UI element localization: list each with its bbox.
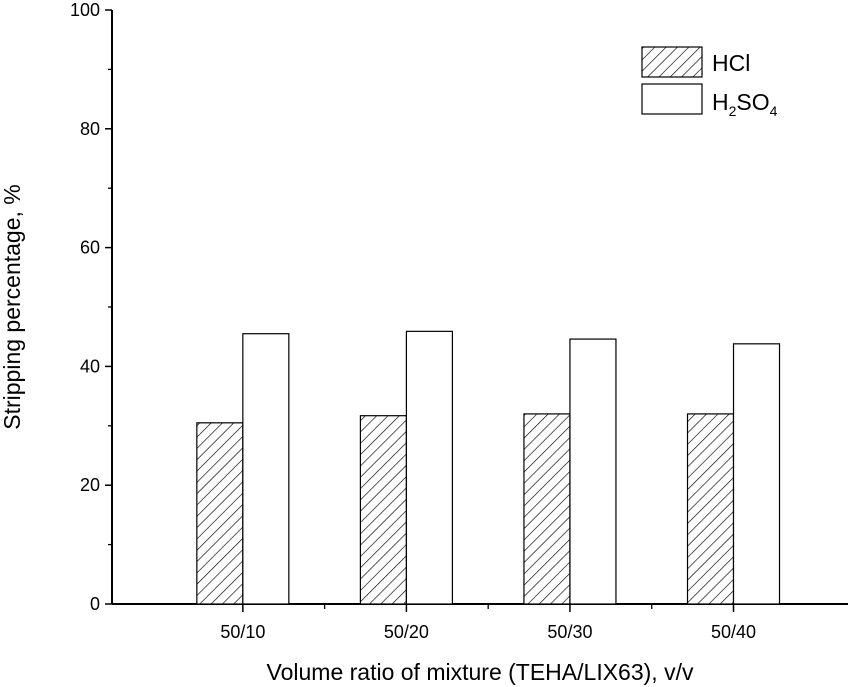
- x-tick-label-1: 50/20: [384, 622, 429, 642]
- y-tick-label-60: 60: [80, 238, 100, 258]
- y-tick-label-0: 0: [90, 594, 100, 614]
- bar-hcl-2: [523, 413, 571, 605]
- legend-label-h2so4: H2SO4: [712, 89, 778, 119]
- legend-swatch-hcl: [641, 46, 703, 78]
- x-axis-title: Volume ratio of mixture (TEHA/LIX63), v/…: [267, 659, 694, 685]
- x-tick-label-0: 50/10: [220, 622, 265, 642]
- bar-h2so4-3: [732, 343, 781, 605]
- bar-group: [196, 330, 781, 605]
- bar-h2so4-0: [242, 333, 290, 605]
- legend-swatch-h2so4: [641, 83, 703, 115]
- bar-hcl-0: [196, 422, 244, 605]
- bar-h2so4-1: [405, 330, 453, 605]
- legend-h2so4-so: SO: [736, 89, 769, 115]
- x-tick-label-3: 50/40: [711, 622, 756, 642]
- legend-h2so4-sub1: 2: [729, 103, 737, 119]
- y-tick-label-80: 80: [80, 119, 100, 139]
- legend-h2so4-sub2: 4: [770, 103, 778, 119]
- bar-hcl-3: [686, 413, 735, 605]
- y-axis-title: Stripping percentage, %: [0, 184, 25, 430]
- y-tick-label-20: 20: [80, 475, 100, 495]
- y-tick-label-100: 100: [70, 0, 100, 20]
- legend-label-hcl: HCl: [712, 50, 750, 76]
- legend-h2so4-h: H: [712, 89, 729, 115]
- y-tick-label-40: 40: [80, 356, 100, 376]
- bar-hcl-1: [359, 415, 407, 605]
- x-axis-ticks: 50/10 50/20 50/30 50/40: [220, 604, 756, 642]
- legend: HCl H2SO4: [641, 46, 778, 119]
- x-tick-label-2: 50/30: [547, 622, 592, 642]
- bar-h2so4-2: [569, 338, 617, 605]
- y-axis-ticks: 0 20 40 60 80 100: [70, 0, 112, 614]
